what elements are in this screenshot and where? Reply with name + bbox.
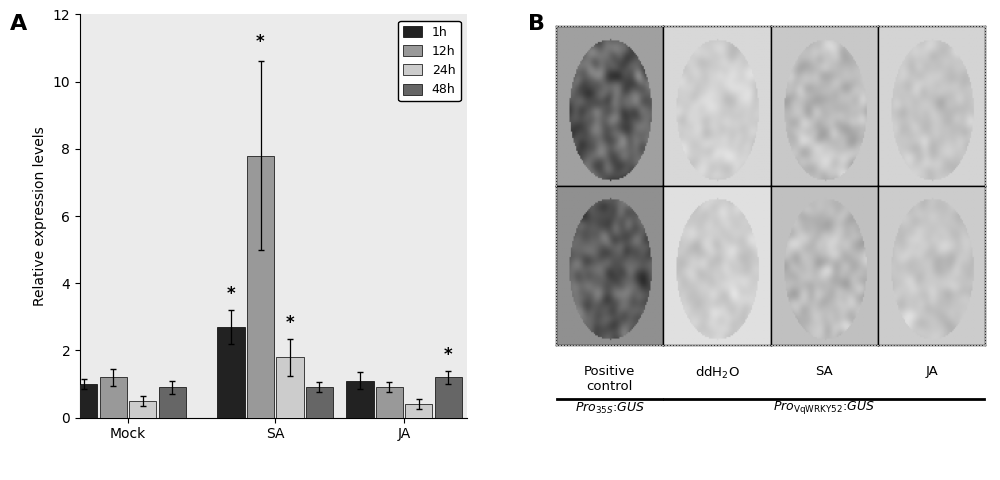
Text: *: * <box>286 314 294 332</box>
Text: ddH$_2$O: ddH$_2$O <box>695 365 739 381</box>
Text: *: * <box>227 285 235 303</box>
Text: B: B <box>528 14 545 35</box>
Text: $\mathit{Pro}_{35S}$:$\mathit{GUS}$: $\mathit{Pro}_{35S}$:$\mathit{GUS}$ <box>575 400 645 416</box>
Bar <box>346 381 374 418</box>
Bar <box>306 387 333 418</box>
Text: JA: JA <box>925 365 938 378</box>
Text: *: * <box>444 346 453 364</box>
Bar <box>276 357 304 418</box>
Text: SA: SA <box>815 365 833 378</box>
Legend: 1h, 12h, 24h, 48h: 1h, 12h, 24h, 48h <box>398 21 461 101</box>
Text: A: A <box>10 14 27 35</box>
Bar <box>376 387 403 418</box>
Bar <box>435 377 462 418</box>
Text: *: * <box>256 34 265 51</box>
Bar <box>129 401 156 418</box>
Bar <box>159 387 186 418</box>
Text: $\mathit{Pro}_{\mathrm{VqWRKY52}}$:$\mathit{GUS}$: $\mathit{Pro}_{\mathrm{VqWRKY52}}$:$\mat… <box>773 398 875 416</box>
Text: Positive
control: Positive control <box>584 365 635 393</box>
Bar <box>405 404 432 418</box>
Bar <box>70 384 97 418</box>
Bar <box>100 377 127 418</box>
Bar <box>217 327 245 418</box>
Y-axis label: Relative expression levels: Relative expression levels <box>33 126 47 306</box>
Bar <box>247 156 274 418</box>
